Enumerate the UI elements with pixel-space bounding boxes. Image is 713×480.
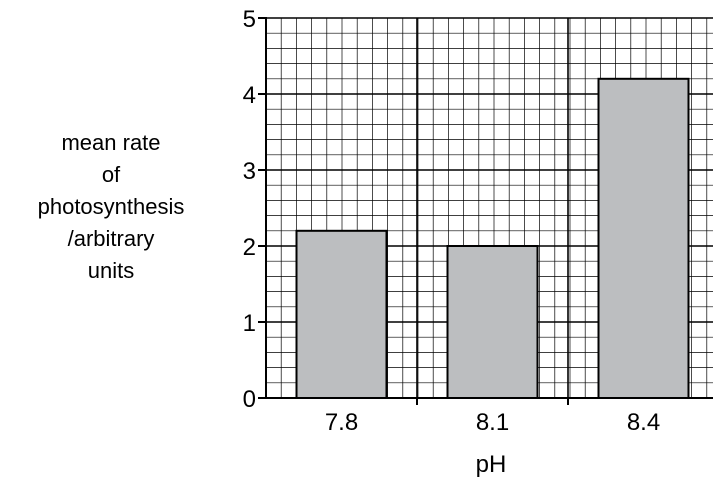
y-axis-label-line-5: units	[88, 258, 134, 283]
y-tick-label-5: 5	[243, 6, 256, 33]
bars	[295, 77, 690, 400]
bar-0	[295, 229, 388, 399]
y-axis-label-line-2: of	[102, 162, 121, 187]
y-tick-label-0: 0	[243, 386, 256, 413]
y-axis-label-line-3: photosynthesis	[38, 194, 185, 219]
y-tick-label-2: 2	[243, 234, 256, 261]
bar-2	[597, 77, 690, 400]
x-axis-label: pH	[476, 451, 507, 478]
y-axis-label-line-1: mean rate	[61, 130, 160, 155]
x-tick-label-0: 7.8	[325, 409, 358, 436]
y-tick-label-3: 3	[243, 158, 256, 185]
axes	[258, 17, 713, 405]
y-tick-label-4: 4	[243, 82, 256, 109]
y-axis-label-line-4: /arbitrary	[68, 226, 155, 251]
x-tick-label-1: 8.1	[476, 409, 509, 436]
x-tick-label-2: 8.4	[627, 409, 660, 436]
y-tick-labels: 0 1 2 3 4 5	[243, 6, 256, 413]
bar-1	[446, 245, 539, 399]
x-tick-labels: 7.8 8.1 8.4	[325, 409, 660, 436]
y-tick-label-1: 1	[243, 310, 256, 337]
